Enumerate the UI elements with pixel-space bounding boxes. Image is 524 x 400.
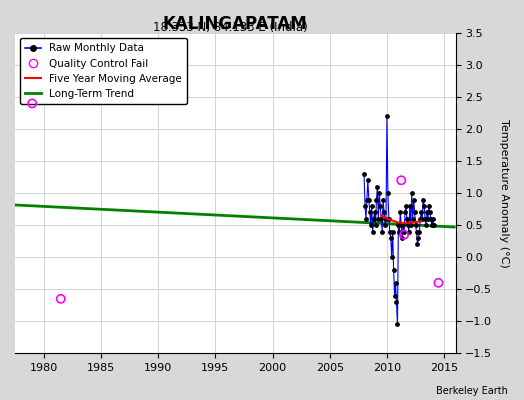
Point [383,113,391,120]
Point [380,209,388,216]
Point [423,209,431,216]
Point [403,216,411,222]
Point [377,216,386,222]
Text: 18.333 N, 84.133 E (India): 18.333 N, 84.133 E (India) [153,21,308,34]
Point [410,209,419,216]
Point [57,296,65,302]
Point [393,321,401,328]
Point [362,216,370,222]
Point [396,209,405,216]
Point [416,216,424,222]
Point [366,209,374,216]
Point [420,203,428,209]
Point [400,228,408,235]
Point [414,235,423,241]
Point [372,222,380,228]
Point [428,222,436,228]
Point [367,203,376,209]
Point [397,222,406,228]
Point [363,196,371,203]
Point [365,196,373,203]
Point [412,228,421,235]
Y-axis label: Temperature Anomaly (°C): Temperature Anomaly (°C) [499,119,509,268]
Point [429,216,437,222]
Point [427,216,435,222]
Point [419,196,428,203]
Point [373,184,381,190]
Point [369,216,378,222]
Point [394,222,402,228]
Point [407,222,415,228]
Point [386,228,394,235]
Point [406,203,414,209]
Point [385,216,393,222]
Point [395,228,403,235]
Point [384,190,392,196]
Point [390,292,399,299]
Title: KALINGAPATAM: KALINGAPATAM [163,15,308,33]
Point [415,228,423,235]
Point [368,228,377,235]
Point [409,216,417,222]
Point [434,280,443,286]
Point [374,216,383,222]
Point [372,196,380,203]
Point [399,222,407,228]
Point [403,222,412,228]
Point [409,196,418,203]
Point [391,280,400,286]
Point [388,254,396,260]
Point [424,216,432,222]
Point [378,228,386,235]
Point [421,216,429,222]
Point [388,228,397,235]
Point [360,171,368,177]
Point [411,222,420,228]
Point [376,203,385,209]
Point [392,299,401,305]
Point [389,267,398,273]
Point [425,209,434,216]
Point [375,190,384,196]
Point [361,203,369,209]
Point [379,196,387,203]
Point [402,203,410,209]
Point [398,235,407,241]
Point [381,222,389,228]
Point [401,209,409,216]
Point [405,228,413,235]
Point [417,209,425,216]
Point [397,177,406,184]
Point [422,222,430,228]
Point [364,177,372,184]
Point [366,222,375,228]
Point [28,100,36,107]
Text: Berkeley Earth: Berkeley Earth [436,386,508,396]
Legend: Raw Monthly Data, Quality Control Fail, Five Year Moving Average, Long-Term Tren: Raw Monthly Data, Quality Control Fail, … [20,38,188,104]
Point [430,222,438,228]
Point [408,190,416,196]
Point [382,216,390,222]
Point [387,235,395,241]
Point [425,203,433,209]
Point [370,209,379,216]
Point [413,241,422,248]
Point [418,216,427,222]
Point [400,232,408,238]
